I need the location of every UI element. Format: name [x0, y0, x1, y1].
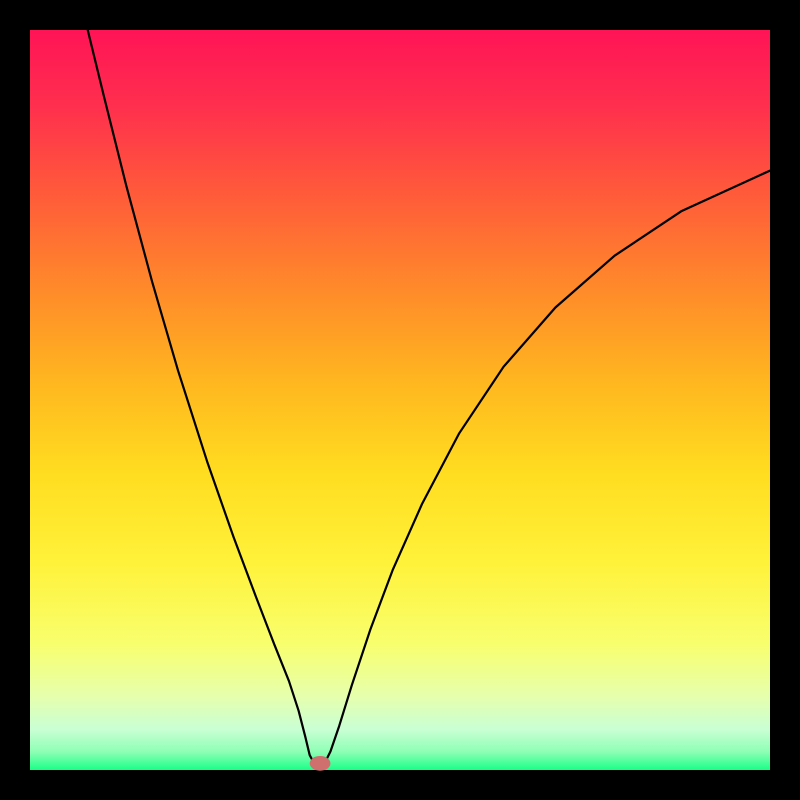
min-marker	[310, 756, 331, 771]
bottleneck-chart	[0, 0, 800, 800]
plot-bg	[30, 30, 770, 770]
chart-stage: TheBottleneck.com	[0, 0, 800, 800]
